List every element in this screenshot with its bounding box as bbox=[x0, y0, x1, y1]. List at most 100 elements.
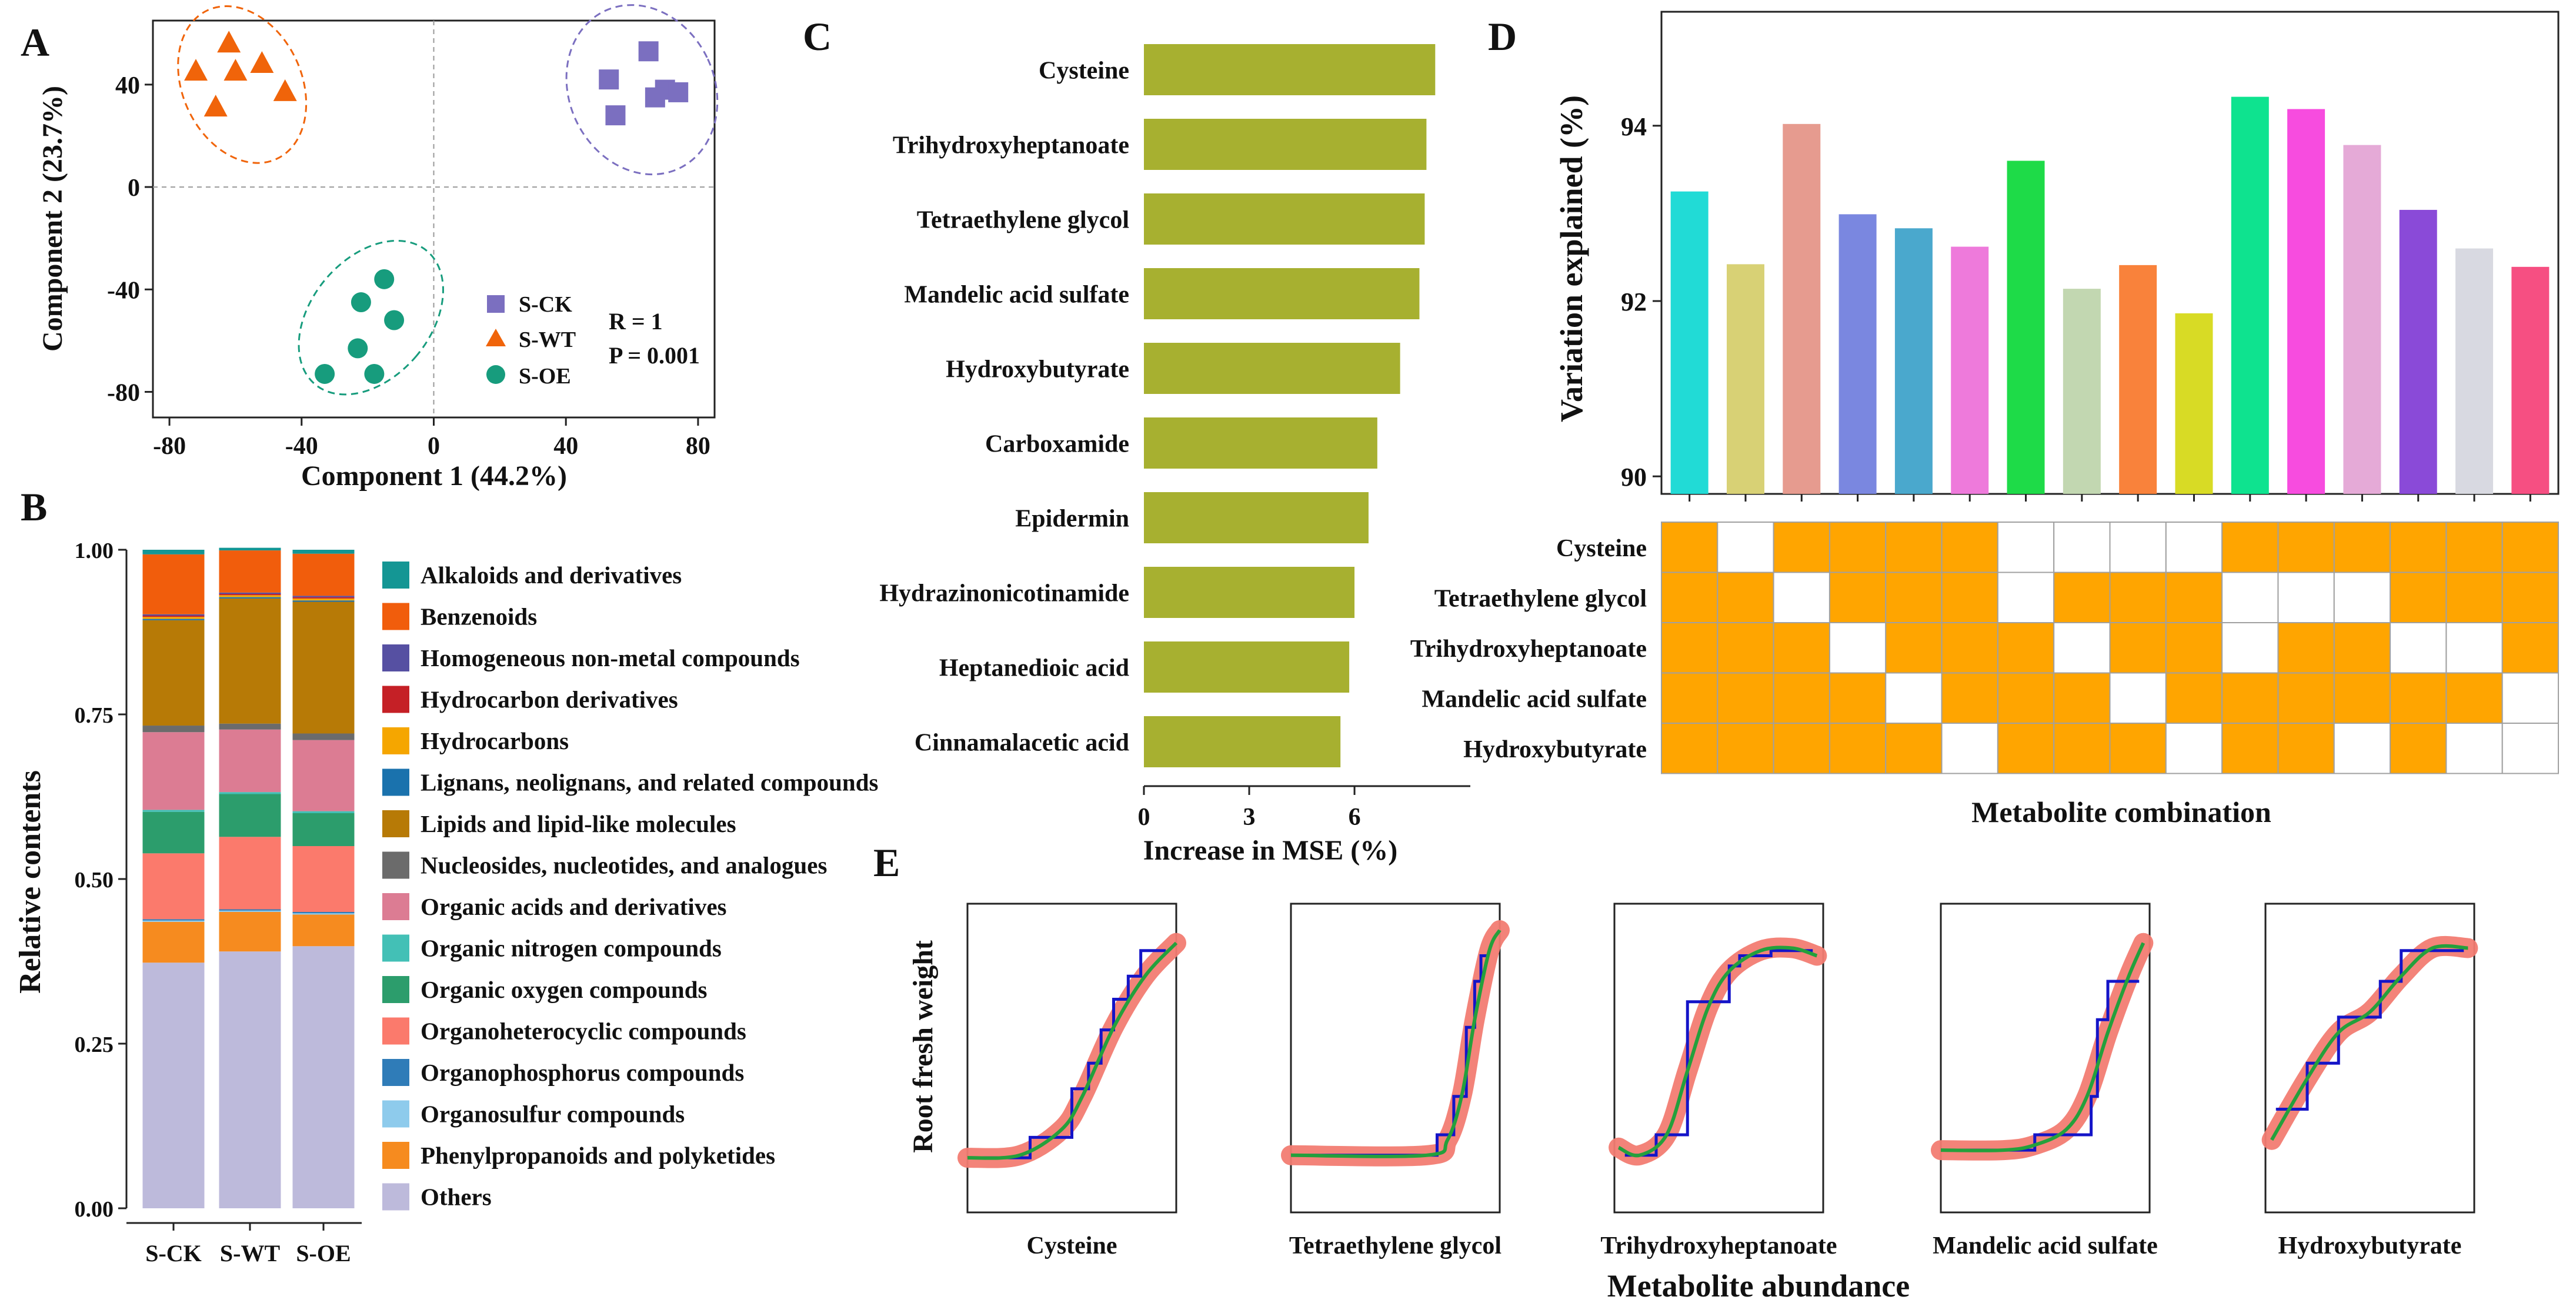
y-tick-label: 0 bbox=[128, 175, 140, 202]
matrix-cell bbox=[1661, 572, 1719, 623]
matrix-cell bbox=[1941, 672, 1998, 724]
matrix-cell bbox=[1828, 572, 1887, 623]
bar-segment-organophosphorus-compounds bbox=[142, 919, 205, 921]
y-tick-label: 94 bbox=[1621, 112, 1647, 141]
bar-combination-12 bbox=[2287, 109, 2325, 494]
legend-swatch-hydrocarbons bbox=[382, 727, 409, 754]
matrix-cell bbox=[2277, 572, 2335, 623]
category-label: Hydroxybutyrate bbox=[946, 356, 1129, 383]
panel-b-stacked-bar-chart: 0.00 0.25 0.50 0.75 1.00 S-CK S-WT S-OE Alkaloi… bbox=[14, 539, 878, 1266]
bar-segment-phenylpropanoids-and-polyketides bbox=[142, 921, 205, 963]
subplot-frame bbox=[1940, 903, 2151, 1214]
matrix-cell bbox=[2333, 672, 2391, 724]
matrix-cell bbox=[2221, 572, 2279, 623]
bar-heptanedioic-acid bbox=[1144, 641, 1350, 693]
matrix-cell bbox=[2053, 572, 2111, 623]
matrix-cell bbox=[2109, 572, 2167, 623]
matrix-cell bbox=[2333, 723, 2391, 774]
subplot-cysteine: Cysteine bbox=[957, 903, 1186, 1259]
confidence-ellipse-s-ck bbox=[565, 4, 719, 176]
matrix-cell bbox=[2053, 723, 2111, 774]
matrix-cell bbox=[2390, 572, 2447, 623]
smooth-line bbox=[2270, 944, 2468, 1141]
bar-segment-lignans-neolignans-and-related-compounds bbox=[142, 619, 205, 620]
bar-segment-lipids-and-lipid-like-molecules bbox=[292, 601, 355, 734]
bar-carboxamide bbox=[1144, 417, 1377, 469]
matrix-cell bbox=[2445, 572, 2503, 623]
bar-segment-hydrocarbons bbox=[219, 595, 281, 597]
bar-segment-homogeneous-non-metal-compounds bbox=[142, 614, 205, 616]
legend-label: Organic acids and derivatives bbox=[421, 893, 726, 920]
category-label: Mandelic acid sulfate bbox=[904, 282, 1129, 309]
x-tick-label: S-WT bbox=[220, 1240, 281, 1266]
matrix-cell bbox=[1717, 622, 1774, 674]
legend-swatch-organophosphorus-compounds bbox=[382, 1059, 409, 1086]
matrix-cell bbox=[1997, 522, 2055, 573]
matrix-cell bbox=[2390, 522, 2447, 573]
legend-swatch-alkaloids-and-derivatives bbox=[382, 562, 409, 589]
legend-marker-s-oe bbox=[486, 365, 505, 384]
matrix-cell bbox=[2221, 622, 2279, 674]
x-tick-label: -80 bbox=[153, 433, 186, 460]
panel-letter-e: E bbox=[873, 840, 900, 885]
y-tick-label: 0.50 bbox=[75, 868, 114, 893]
matrix-row-label: Hydroxybutyrate bbox=[1463, 736, 1647, 763]
y-tick-label: 1.00 bbox=[75, 539, 114, 563]
bar-epidermin bbox=[1144, 492, 1369, 543]
matrix-cell bbox=[2109, 622, 2167, 674]
panel-letter-d: D bbox=[1488, 14, 1517, 59]
bar-cinnamalacetic-acid bbox=[1144, 716, 1341, 767]
matrix-cell bbox=[1661, 672, 1719, 724]
step-line bbox=[1951, 980, 2140, 1152]
legend-marker-s-ck bbox=[487, 295, 505, 313]
panel-c-importance-chart: Cysteine Trihydroxyheptanoate Tetraethylen… bbox=[879, 44, 1470, 866]
matrix-row-label: Cysteine bbox=[1556, 535, 1647, 562]
matrix-cell bbox=[1885, 723, 1943, 774]
category-label: Tetraethylene glycol bbox=[917, 207, 1129, 234]
legend-label: Organic oxygen compounds bbox=[421, 976, 708, 1003]
panel-e-ylabel: Root fresh weight bbox=[907, 940, 939, 1153]
legend-marker-s-wt bbox=[486, 329, 506, 346]
matrix-cell bbox=[1828, 622, 1887, 674]
x-tick-label: S-OE bbox=[296, 1240, 351, 1266]
panel-d-combination-chart: 90 92 94 Cysteine Tetraethylene glycol Trihy… bbox=[1410, 11, 2560, 828]
data-point-s-oe bbox=[315, 363, 335, 384]
bar-segment-organic-oxygen-compounds bbox=[292, 813, 355, 846]
stat-r-value: R = 1 bbox=[609, 308, 663, 335]
smooth-line bbox=[1290, 929, 1501, 1158]
bar-combination-6 bbox=[1951, 246, 1989, 494]
y-tick-label: -40 bbox=[107, 277, 140, 304]
bar-segment-others bbox=[292, 946, 355, 1208]
matrix-cell bbox=[1717, 522, 1774, 573]
matrix-cell bbox=[2053, 622, 2111, 674]
matrix-cell bbox=[2109, 723, 2167, 774]
category-label: Trihydroxyheptanoate bbox=[893, 132, 1129, 159]
y-tick-label: 0.75 bbox=[75, 703, 114, 728]
legend-swatch-homogeneous-non-metal-compounds bbox=[382, 644, 409, 671]
data-point-s-ck bbox=[645, 87, 665, 108]
bar-segment-homogeneous-non-metal-compounds bbox=[219, 592, 281, 594]
matrix-cell bbox=[2390, 672, 2447, 724]
bar-segment-benzenoids bbox=[219, 550, 281, 593]
confidence-ellipse-s-wt bbox=[177, 5, 308, 164]
data-point-s-wt bbox=[184, 59, 208, 81]
matrix-cell bbox=[1941, 572, 1998, 623]
bar-mandelic-acid-sulfate bbox=[1144, 268, 1420, 319]
matrix-row-label: Tetraethylene glycol bbox=[1434, 585, 1647, 612]
bar-segment-hydrocarbon-derivatives bbox=[219, 594, 281, 596]
legend-swatch-lipids-and-lipid-like-molecules bbox=[382, 810, 409, 837]
matrix-cell bbox=[2277, 622, 2335, 674]
data-point-s-ck bbox=[638, 41, 659, 62]
smooth-line bbox=[1940, 942, 2145, 1152]
y-tick-label: 40 bbox=[115, 72, 140, 99]
legend-label: Hydrocarbon derivatives bbox=[421, 686, 678, 713]
bar-segment-organic-nitrogen-compounds bbox=[292, 811, 355, 813]
panel-letter-c: C bbox=[803, 14, 832, 59]
data-point-s-wt bbox=[250, 51, 274, 73]
matrix-cell bbox=[2445, 723, 2503, 774]
matrix-cell bbox=[1773, 522, 1830, 573]
confidence-ellipse-s-oe bbox=[298, 239, 444, 396]
data-point-s-wt bbox=[273, 79, 297, 101]
bar-segment-nucleosides-nucleotides-and-analogues bbox=[142, 726, 205, 733]
bar-segment-lipids-and-lipid-like-molecules bbox=[142, 620, 205, 726]
